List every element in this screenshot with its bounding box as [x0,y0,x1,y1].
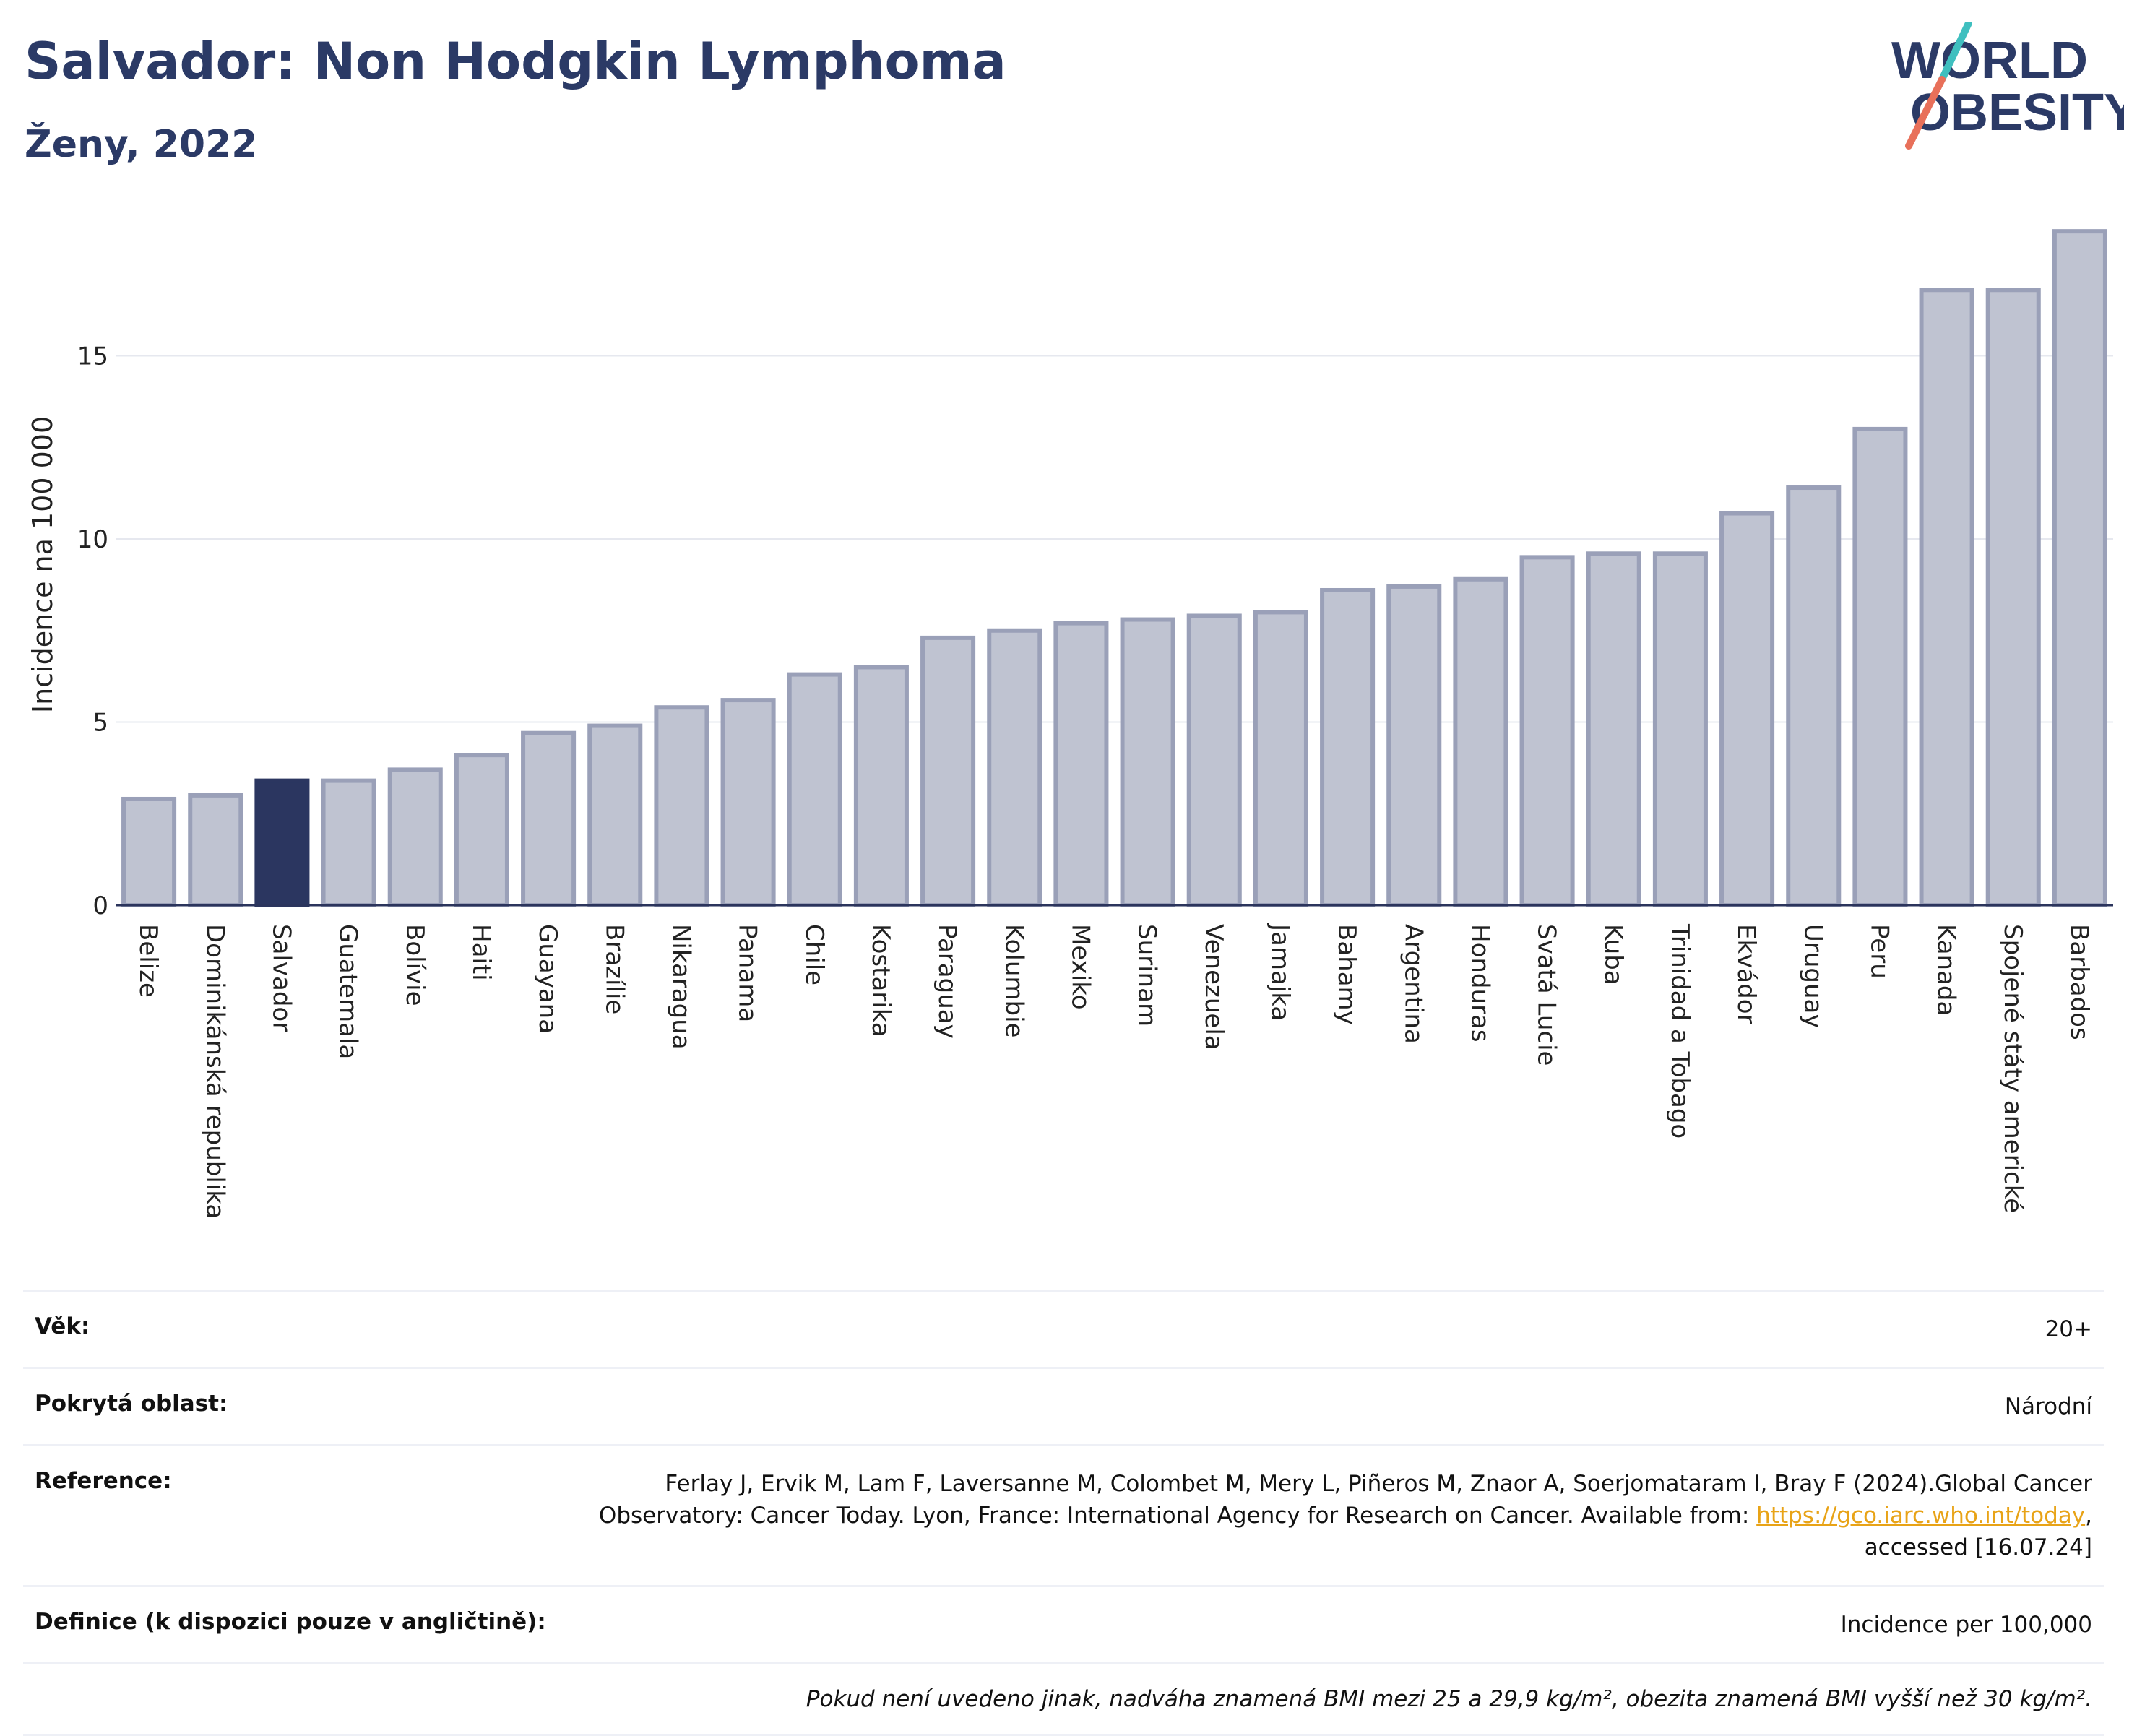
bar [188,793,243,907]
reference-line-2: Observatory: Cancer Today. Lyon, France:… [599,1500,2092,1532]
bar [1985,288,2041,908]
x-tick-label: Barbados [2065,924,2094,1040]
reference-comma: , [2085,1503,2092,1529]
bar [853,665,909,907]
x-tick-label: Honduras [1465,924,1494,1042]
info-row-area: Pokrytá oblast: Národní [23,1367,2104,1444]
y-tick-label: 5 [92,709,108,738]
x-tick-label: Jamajka [1266,923,1295,1021]
x-tick-label: Svatá Lucie [1532,924,1561,1066]
reference-label: Reference: [35,1468,172,1494]
area-label: Pokrytá oblast: [35,1391,228,1417]
x-tick-label: Surinam [1133,924,1162,1027]
x-tick-label: Salvador [267,924,295,1032]
area-value: Národní [2004,1394,2092,1420]
age-value: 20+ [2045,1316,2092,1342]
x-tick-label: Nikaragua [666,924,695,1050]
info-row-reference: Reference: Ferlay J, Ervik M, Lam F, Lav… [23,1444,2104,1585]
bar [1519,555,1575,907]
bar [1719,511,1775,908]
reference-link[interactable]: https://gco.iarc.who.int/today [1756,1503,2086,1529]
bar [1186,613,1242,908]
y-tick-label: 0 [92,891,108,920]
x-tick-label: Brazílie [600,924,629,1014]
logo-slash-teal [1938,22,1972,83]
bar [2052,229,2107,908]
x-tick-label: Guatemala [334,924,363,1059]
x-tick-label: Kolumbie [999,924,1028,1037]
x-tick-label: Trinidad a Tobago [1665,923,1694,1139]
info-row-note: Pokud není uvedeno jinak, nadváha znamen… [23,1662,2104,1736]
chart-title: Salvador: Non Hodgkin Lymphoma [25,32,1006,91]
x-tick-label: Peru [1865,924,1894,979]
bar [121,796,177,908]
bar [321,778,376,907]
x-tick-label: Venezuela [1199,924,1228,1050]
x-tick-label: Uruguay [1798,924,1827,1029]
logo-text-world: WORLD [1891,32,2088,90]
reference-value: Ferlay J, Ervik M, Lam F, Laversanne M, … [599,1468,2092,1563]
bar [1586,551,1641,908]
chart-subtitle: Ženy, 2022 [25,123,258,166]
bar [1786,485,1842,907]
x-tick-label: Chile [800,924,829,985]
x-tick-label: Kostarika [866,924,895,1037]
info-row-definition: Definice (k dispozici pouze v angličtině… [23,1585,2104,1662]
x-tick-label: Kuba [1599,924,1628,985]
x-tick-label: Spojené státy americké [1998,924,2027,1213]
y-tick-label: 15 [77,342,108,371]
logo-text-obesity: OBESITY [1910,84,2124,142]
bar [1919,288,1974,908]
x-tick-label: Belize [134,924,163,998]
bmi-note: Pokud není uvedeno jinak, nadváha znamen… [806,1686,2092,1712]
bar [1386,584,1442,908]
definition-value: Incidence per 100,000 [1840,1612,2092,1638]
bar [787,672,842,908]
bar [920,635,976,907]
y-tick-label: 10 [77,525,108,554]
world-obesity-logo: WORLD OBESITY [1891,22,2124,150]
x-tick-label: Argentina [1399,924,1428,1044]
bar-chart: 0 5 10 15 Incidence na 100 000 Belize Dominiká… [27,229,2113,1219]
bar [454,753,509,907]
bar [587,723,643,907]
bar [1453,576,1508,907]
reference-line-1: Ferlay J, Ervik M, Lam F, Laversanne M, … [665,1471,2092,1497]
bar [521,730,577,907]
definition-label: Definice (k dispozici pouze v angličtině… [35,1609,546,1635]
bar [987,628,1042,907]
x-tick-label: Guayana [533,924,562,1034]
x-tick-label: Bahamy [1332,924,1361,1025]
bar [654,705,709,908]
x-tick-label: Haiti [467,924,496,981]
bar [1852,426,1908,907]
x-tick-label: Mexiko [1066,924,1095,1010]
bar [254,778,310,907]
y-axis-label: Incidence na 100 000 [27,416,59,713]
age-label: Věk: [35,1313,90,1339]
bar [1053,621,1109,907]
bar [1652,551,1708,908]
bar [1320,587,1376,907]
logo-slash-coral [1905,76,1946,150]
info-table: Věk: 20+ Pokrytá oblast: Národní Referen… [23,1290,2104,1736]
bar [1253,610,1308,908]
bar [387,767,443,908]
reference-line-2-text: Observatory: Cancer Today. Lyon, France:… [598,1503,1757,1529]
reference-line-3: accessed [16.07.24] [1864,1534,2092,1560]
x-tick-label: Kanada [1932,924,1961,1016]
x-tick-label: Panama [733,924,762,1022]
x-tick-label: Ekvádor [1732,924,1761,1024]
x-tick-label: Paraguay [933,924,962,1039]
bar [1120,617,1175,907]
x-tick-label: Dominikánská republika [200,924,229,1219]
bar [720,698,776,907]
info-row-age: Věk: 20+ [23,1290,2104,1367]
x-tick-label: Bolívie [400,924,429,1006]
